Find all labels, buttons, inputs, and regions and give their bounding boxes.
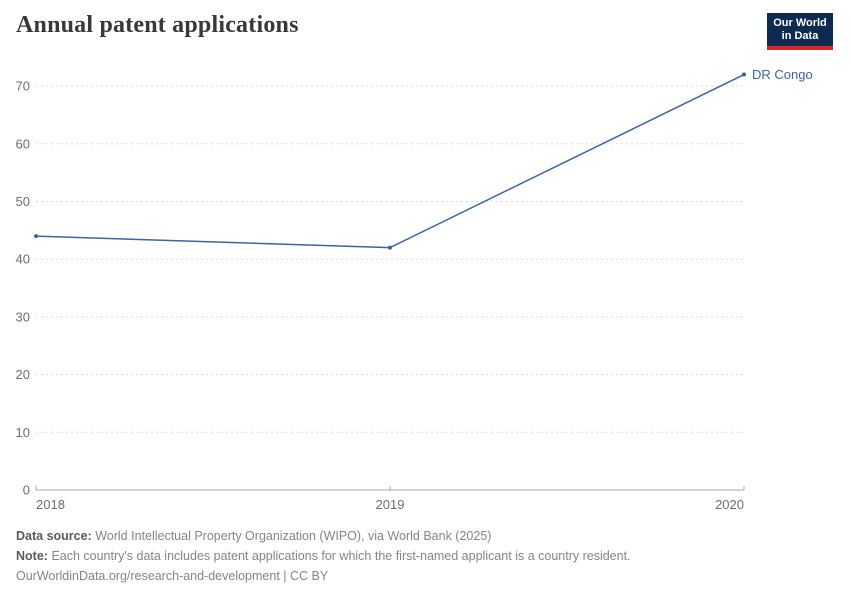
y-tick-label: 0: [23, 483, 30, 498]
y-tick-label: 70: [16, 79, 30, 94]
note-line: Note: Each country's data includes paten…: [16, 546, 631, 566]
owid-logo-line2: in Data: [781, 30, 819, 42]
y-tick-label: 40: [16, 252, 30, 267]
data-line-dr-congo: [35, 73, 745, 249]
data-point: [34, 234, 38, 239]
y-tick-label: 20: [16, 367, 30, 382]
x-tick-label: 2018: [36, 497, 65, 512]
y-tick-label: 10: [16, 425, 30, 440]
data-source-label: Data source:: [16, 529, 92, 543]
x-tick-label: 2020: [715, 497, 744, 512]
data-point: [742, 72, 746, 77]
owid-logo-red-bar: [767, 46, 833, 50]
chart-footer: Data source: World Intellectual Property…: [16, 526, 631, 586]
note-label: Note:: [16, 549, 48, 563]
owid-logo: Our World in Data: [767, 13, 833, 50]
y-tick-label: 50: [16, 194, 30, 209]
owid-logo-line1: Our World: [773, 17, 827, 29]
note-text: Each country's data includes patent appl…: [51, 549, 631, 563]
license-line: OurWorldinData.org/research-and-developm…: [16, 569, 329, 583]
y-tick-label: 30: [16, 309, 30, 324]
x-tick-label: 2019: [376, 497, 405, 512]
owid-logo-box: Our World in Data: [767, 13, 833, 46]
y-tick-label: 60: [16, 136, 30, 151]
series-end-label: DR Congo: [752, 67, 813, 82]
data-source-line: Data source: World Intellectual Property…: [16, 526, 631, 546]
data-source-text: World Intellectual Property Organization…: [95, 529, 492, 543]
data-point: [388, 245, 392, 250]
page-title: Annual patent applications: [16, 12, 299, 38]
